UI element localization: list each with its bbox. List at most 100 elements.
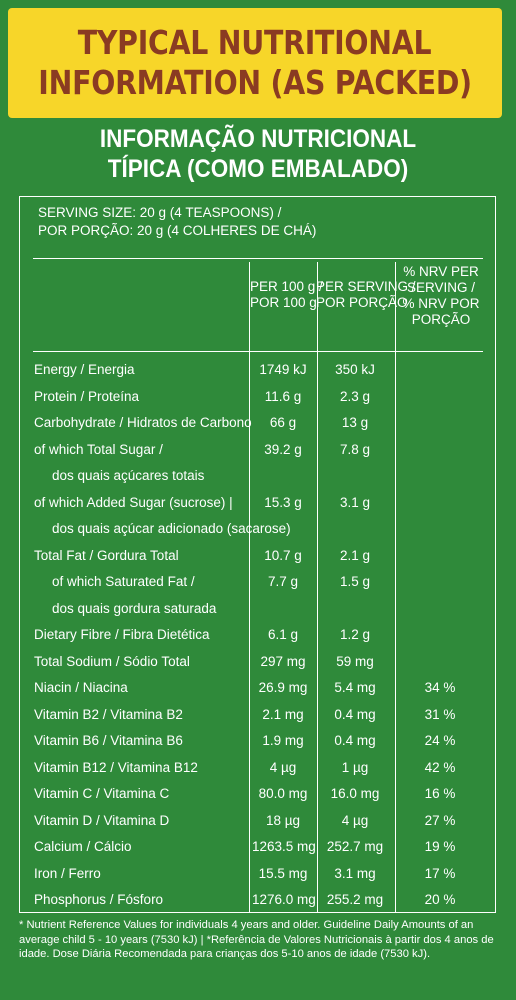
- value-nrv: 34 %: [424, 680, 456, 695]
- footnote: * Nutrient Reference Values for individu…: [19, 919, 494, 960]
- value-nrv: 17 %: [424, 865, 456, 881]
- nutrient-label: of which Added Sugar (sucrose) |: [34, 494, 233, 510]
- divider: [33, 351, 483, 352]
- value-per-100g: 7.7 g: [267, 574, 299, 589]
- column-header-line: POR PORÇÃO: [316, 295, 408, 310]
- title-en-line1: TYPICAL NUTRITIONAL: [78, 23, 432, 62]
- nutrient-label: Vitamin B6 / Vitamina B6: [34, 733, 183, 748]
- nutrient-label: of which Saturated Fat /: [52, 574, 195, 589]
- title-en-line2: INFORMATION (AS PACKED): [38, 63, 472, 102]
- value-per-100g: 2.1 mg: [262, 706, 304, 722]
- value-nrv: 19 %: [424, 839, 456, 854]
- nutrient-label: dos quais açúcar adicionado (sacarose): [52, 521, 291, 536]
- value-per-serving: 255.2 mg: [326, 892, 384, 907]
- nutrient-label: Phosphorus / Fósforo: [34, 892, 164, 907]
- value-per-100g: 297 mg: [260, 653, 306, 669]
- table-row: Carbohydrate / Hidratos de Carbono 66 g 13…: [0, 411, 516, 437]
- value-per-serving: 13 g: [341, 415, 369, 430]
- value-per-100g: 1276.0 mg: [252, 892, 316, 907]
- value-per-serving: 0.4 mg: [334, 733, 376, 748]
- value-nrv: 20 %: [424, 892, 456, 907]
- table-row: Total Fat / Gordura Total 10.7 g 2.1 g: [0, 544, 516, 570]
- table-row: dos quais açúcares totais: [0, 464, 516, 490]
- value-per-serving: 4 µg: [341, 812, 369, 828]
- serving-size-pt: POR PORÇÃO: 20 g (4 COLHERES DE CHÁ): [38, 223, 317, 238]
- nutrient-label: Total Fat / Gordura Total: [34, 547, 179, 563]
- value-per-100g: 26.9 mg: [258, 680, 308, 695]
- serving-size: SERVING SIZE: 20 g (4 TEASPOONS) / POR P…: [38, 204, 316, 240]
- column-header-line: POR 100 g: [250, 295, 317, 310]
- value-per-100g: 39.2 g: [264, 441, 302, 457]
- column-header-line: PER SERVING /: [316, 279, 416, 294]
- value-per-100g: 18 µg: [265, 812, 301, 828]
- table-row: Vitamin C / Vitamina C 80.0 mg 16.0 mg 16 %: [0, 782, 516, 808]
- value-per-serving: 0.4 mg: [334, 706, 376, 722]
- nutrient-label: Calcium / Cálcio: [34, 839, 132, 854]
- value-nrv: 31 %: [424, 706, 456, 722]
- value-per-serving: 3.1 mg: [334, 865, 376, 881]
- value-per-serving: 59 mg: [336, 653, 374, 669]
- column-header-per-serving: PER SERVING / POR PORÇÃO: [316, 279, 416, 311]
- value-per-serving: 252.7 mg: [326, 839, 384, 854]
- column-header-line: PER 100 g /: [250, 279, 323, 294]
- column-divider: [249, 262, 250, 912]
- value-per-serving: 16.0 mg: [330, 786, 380, 801]
- table-row: Vitamin B2 / Vitamina B2 2.1 mg 0.4 mg 31 %: [0, 703, 516, 729]
- value-nrv: 16 %: [424, 786, 456, 801]
- divider: [33, 258, 483, 259]
- table-row: Iron / Ferro 15.5 mg 3.1 mg 17 %: [0, 862, 516, 888]
- value-per-100g: 15.3 g: [264, 494, 302, 510]
- nutrient-label: of which Total Sugar /: [34, 441, 163, 457]
- table-row: dos quais açúcar adicionado (sacarose): [0, 517, 516, 543]
- table-row: Total Sodium / Sódio Total 297 mg 59 mg: [0, 650, 516, 676]
- nutrient-label: Energy / Energia: [34, 362, 135, 377]
- nutrient-label: Total Sodium / Sódio Total: [34, 653, 190, 669]
- value-per-100g: 11.6 g: [264, 388, 302, 404]
- table-row: Vitamin B12 / Vitamina B12 4 µg 1 µg 42 %: [0, 756, 516, 782]
- nutrient-label: Vitamin B2 / Vitamina B2: [34, 706, 183, 722]
- nutrient-label: dos quais açúcares totais: [52, 468, 205, 483]
- nutrient-label: Vitamin C / Vitamina C: [34, 786, 170, 801]
- title-pt: INFORMAÇÃO NUTRICIONAL TÍPICA (COMO EMBA…: [0, 124, 516, 184]
- value-per-serving: 1.2 g: [339, 627, 371, 642]
- title-banner: TYPICAL NUTRITIONAL INFORMATION (AS PACK…: [8, 8, 502, 118]
- nutrient-label: Carbohydrate / Hidratos de Carbono: [34, 415, 252, 430]
- column-divider: [317, 262, 318, 912]
- column-divider: [395, 262, 396, 912]
- table-row: dos quais gordura saturada: [0, 597, 516, 623]
- value-nrv: 24 %: [424, 733, 456, 748]
- value-per-100g: 1749 kJ: [259, 362, 307, 377]
- table-row: Niacin / Niacina 26.9 mg 5.4 mg 34 %: [0, 676, 516, 702]
- table-row: Protein / Proteína 11.6 g 2.3 g: [0, 385, 516, 411]
- column-header-nrv: % NRV PER SERVING / % NRV POR PORÇÃO: [398, 264, 484, 328]
- nutrient-label: Vitamin B12 / Vitamina B12: [34, 759, 198, 775]
- value-per-serving: 5.4 mg: [334, 680, 376, 695]
- table-row: of which Added Sugar (sucrose) | 15.3 g 3.…: [0, 491, 516, 517]
- table-row: Vitamin D / Vitamina D 18 µg 4 µg 27 %: [0, 809, 516, 835]
- value-per-100g: 10.7 g: [264, 547, 302, 563]
- value-per-serving: 2.3 g: [339, 388, 371, 404]
- column-header-line: SERVING /: [406, 280, 476, 295]
- nutrient-label: dos quais gordura saturada: [52, 600, 217, 616]
- value-per-100g: 66 g: [269, 415, 297, 430]
- value-per-100g: 1.9 mg: [262, 733, 304, 748]
- nutrient-label: Iron / Ferro: [34, 865, 101, 881]
- value-per-100g: 15.5 mg: [258, 865, 308, 881]
- column-header-per-100g: PER 100 g / POR 100 g: [250, 279, 323, 311]
- serving-size-en: SERVING SIZE: 20 g (4 TEASPOONS) /: [38, 205, 282, 220]
- value-per-100g: 80.0 mg: [258, 786, 308, 801]
- nutrition-table: [19, 196, 496, 913]
- value-nrv: 27 %: [424, 812, 456, 828]
- nutrient-label: Vitamin D / Vitamina D: [34, 812, 170, 828]
- nutrient-label: Niacin / Niacina: [34, 680, 128, 695]
- value-per-serving: 350 kJ: [335, 362, 375, 377]
- table-row: Calcium / Cálcio 1263.5 mg 252.7 mg 19 %: [0, 835, 516, 861]
- nutrient-label: Protein / Proteína: [34, 388, 140, 404]
- table-row: of which Total Sugar / 39.2 g 7.8 g: [0, 438, 516, 464]
- value-per-100g: 6.1 g: [267, 627, 299, 642]
- column-header-line: PORÇÃO: [411, 312, 471, 327]
- title-pt-line1: INFORMAÇÃO NUTRICIONAL: [99, 125, 417, 153]
- table-row: Vitamin B6 / Vitamina B6 1.9 mg 0.4 mg 24 %: [0, 729, 516, 755]
- table-row: Phosphorus / Fósforo 1276.0 mg 255.2 mg 20 …: [0, 888, 516, 914]
- value-per-serving: 1.5 g: [339, 574, 371, 589]
